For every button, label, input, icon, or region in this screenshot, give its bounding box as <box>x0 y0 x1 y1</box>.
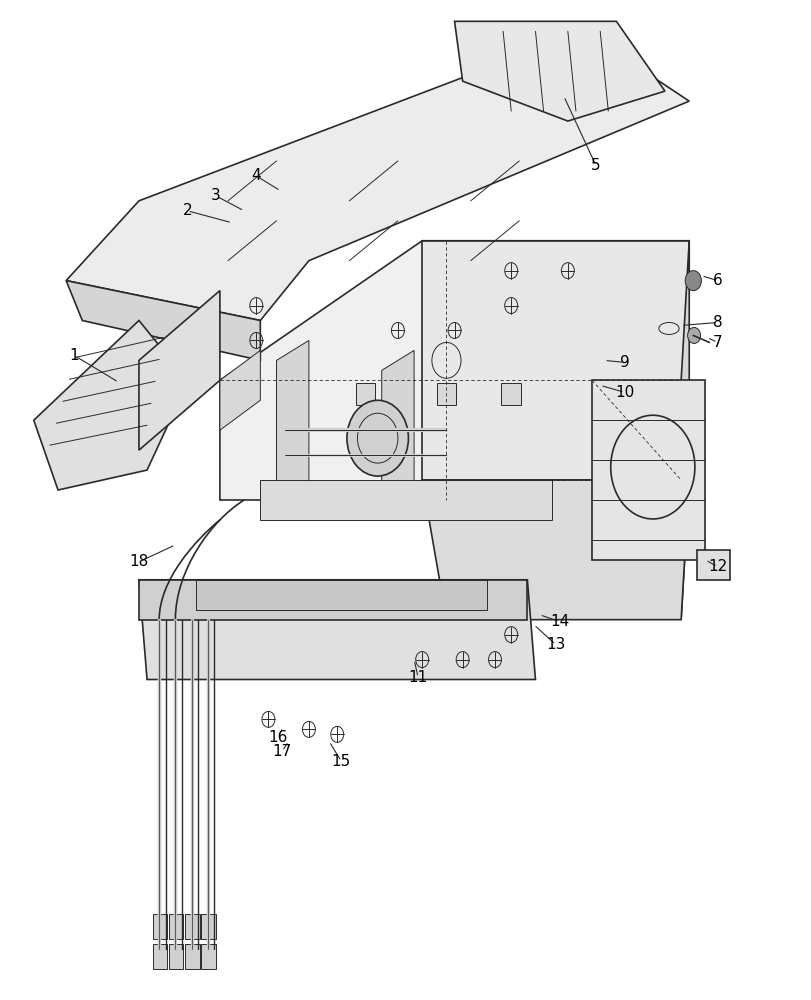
Text: 1: 1 <box>69 348 79 363</box>
Bar <box>201 914 216 939</box>
Text: 9: 9 <box>619 355 629 370</box>
Polygon shape <box>680 241 689 620</box>
Polygon shape <box>277 340 308 500</box>
Bar <box>201 944 216 969</box>
Bar <box>355 383 375 405</box>
Polygon shape <box>66 281 260 360</box>
Text: 16: 16 <box>268 730 287 745</box>
Polygon shape <box>422 241 689 480</box>
Bar <box>152 944 167 969</box>
Polygon shape <box>34 320 179 490</box>
Bar <box>169 944 183 969</box>
Polygon shape <box>454 21 664 121</box>
Polygon shape <box>220 350 260 430</box>
Polygon shape <box>697 550 729 580</box>
Text: 12: 12 <box>707 559 727 574</box>
Bar <box>501 383 521 405</box>
Circle shape <box>346 400 408 476</box>
Text: 10: 10 <box>614 385 633 400</box>
Polygon shape <box>381 350 414 510</box>
Text: 2: 2 <box>182 203 192 218</box>
Text: 7: 7 <box>712 335 722 350</box>
Text: 13: 13 <box>545 637 564 652</box>
Text: 3: 3 <box>211 188 221 203</box>
Bar <box>169 914 183 939</box>
Text: 15: 15 <box>331 754 350 769</box>
Circle shape <box>687 327 700 343</box>
Polygon shape <box>66 31 689 320</box>
Polygon shape <box>422 480 689 620</box>
Text: 8: 8 <box>712 315 722 330</box>
Bar <box>436 383 456 405</box>
Polygon shape <box>195 580 487 610</box>
Text: 5: 5 <box>590 158 600 173</box>
Bar <box>185 944 200 969</box>
Polygon shape <box>591 380 705 560</box>
Text: 18: 18 <box>129 554 148 569</box>
Polygon shape <box>139 291 220 450</box>
Polygon shape <box>260 480 551 520</box>
Text: 14: 14 <box>549 614 569 629</box>
Circle shape <box>684 271 701 291</box>
Polygon shape <box>139 580 526 620</box>
Bar <box>152 914 167 939</box>
Text: 11: 11 <box>408 670 427 685</box>
Text: 6: 6 <box>712 273 722 288</box>
Polygon shape <box>139 580 534 680</box>
Polygon shape <box>220 241 689 500</box>
Text: 4: 4 <box>251 168 261 183</box>
Bar <box>185 914 200 939</box>
Text: 17: 17 <box>272 744 291 759</box>
